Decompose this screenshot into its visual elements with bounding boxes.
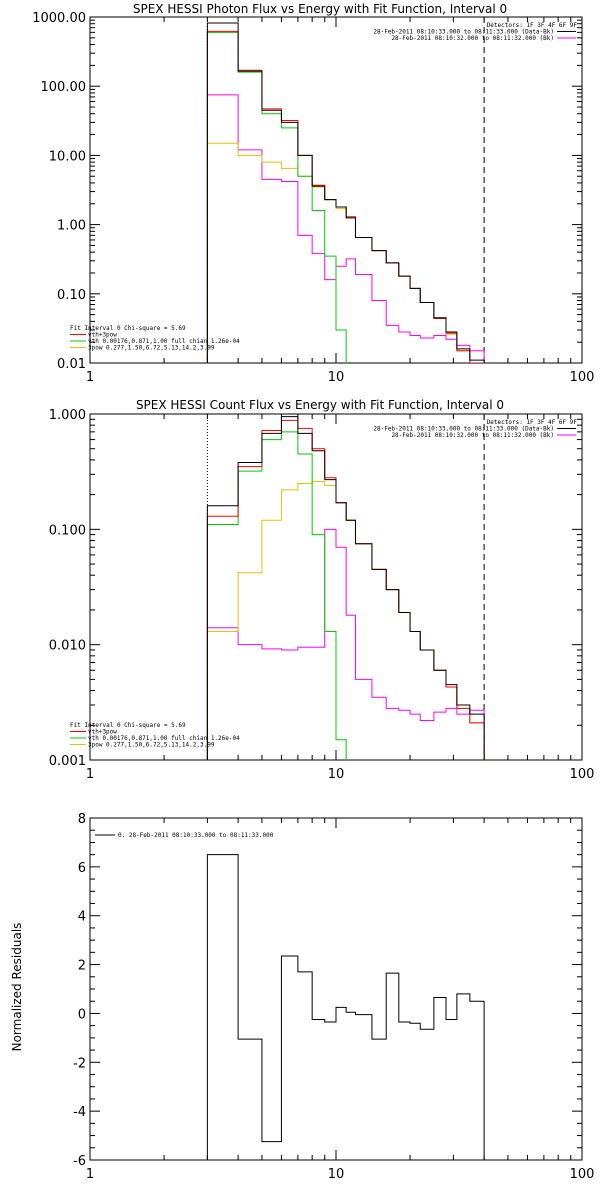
legend-text: Fit Interval 0 Chi-square = 5.69 xyxy=(70,722,186,729)
x-tick-label: 10 xyxy=(328,370,345,385)
y-tick-label: 1.00 xyxy=(57,219,86,234)
count-flux-title: SPEX HESSI Count Flux vs Energy with Fit… xyxy=(136,398,504,412)
y-tick-label: 10.00 xyxy=(49,149,86,164)
legend-text: 3pow 0.277,1.50,6.72,5.13,14.2,3.99 xyxy=(88,345,215,352)
residuals-panel: Normalized Residuals 1 10 100 -6 -4 -2 0 2 4 6 8 0.… xyxy=(10,812,594,1182)
y-tick-label: 1000.00 xyxy=(32,11,86,26)
x-tick-label: 100 xyxy=(570,1167,595,1182)
y-tick-label: 0 xyxy=(78,1007,86,1022)
x-tick-label: 100 xyxy=(570,370,595,385)
x-tick-label: 1 xyxy=(86,767,94,782)
x-tick-label: 10 xyxy=(328,1167,345,1182)
photon-flux-panel: SPEX HESSI Photon Flux vs Energy with Fi… xyxy=(32,2,595,385)
series-vth-line xyxy=(206,31,347,363)
y-tick-label: 1.000 xyxy=(49,408,86,423)
legend-text: Fit Interval 0 Chi-square = 5.69 xyxy=(70,325,186,332)
legend-text: Detectors: 1F 3F 4F 6F 9F xyxy=(487,22,578,29)
y-tick-label: 0.100 xyxy=(49,523,86,538)
y-tick-label: 8 xyxy=(78,812,86,827)
y-tick-label: -2 xyxy=(73,1056,86,1071)
series-bg-line xyxy=(206,528,485,760)
photon-flux-title: SPEX HESSI Photon Flux vs Energy with Fi… xyxy=(133,2,507,16)
y-tick-label: 0.01 xyxy=(57,357,86,372)
legend-text: 28-Feb-2011 08:10:32.000 to 08:11:32.000… xyxy=(391,35,554,42)
x-tick-label: 10 xyxy=(328,767,345,782)
series-total-line xyxy=(206,416,485,760)
plot-frame xyxy=(89,817,583,1161)
legend-text: vth+3pow xyxy=(88,332,117,339)
residuals-ylabel: Normalized Residuals xyxy=(10,923,24,1052)
y-tick-label: 0.010 xyxy=(49,639,86,654)
legend-text: 3pow 0.277,1.50,6.72,5.13,14.2,3.99 xyxy=(88,742,215,749)
y-tick-label: -4 xyxy=(73,1105,86,1120)
count-flux-panel: SPEX HESSI Count Flux vs Energy with Fit… xyxy=(49,398,595,782)
series-3pow-line xyxy=(206,480,485,760)
count-flux-plot: 1 10 100 0.001 0.010 0.100 1.000 Detectors: 1F … xyxy=(49,408,595,782)
legend-text: Detectors: 1F 3F 4F 6F 9F xyxy=(487,419,578,426)
legend-text: vth 0.00176,0.871,1.00 full chian 1.26e-… xyxy=(88,735,240,742)
y-tick-label: 0.001 xyxy=(49,754,86,769)
series-bg-line xyxy=(206,94,485,363)
series-total-line xyxy=(206,854,485,1160)
legend-text: vth+3pow xyxy=(88,729,117,736)
x-tick-label: 1 xyxy=(86,370,94,385)
series-total-line xyxy=(206,22,485,363)
legend-text: vth 0.00176,0.871,1.00 full chian 1.26e-… xyxy=(88,338,240,345)
series-vth-line xyxy=(206,431,347,760)
legend-text: 0. 28-Feb-2011 08:10:33.000 to 08:11:33.… xyxy=(118,832,274,839)
y-tick-label: 100.00 xyxy=(41,80,87,95)
residuals-plot: 1 10 100 -6 -4 -2 0 2 4 6 8 0. 28-Feb-2011 08:10:33… xyxy=(73,812,594,1182)
y-tick-label: 4 xyxy=(78,910,86,925)
legend-text: 28-Feb-2011 08:10:33.000 to 08:11:33.000… xyxy=(373,426,554,433)
x-tick-label: 1 xyxy=(86,1167,94,1182)
photon-flux-plot: 1 10 100 0.01 0.10 1.00 10.00 100.00 1000.00 Dete… xyxy=(32,11,595,385)
y-tick-label: 2 xyxy=(78,959,86,974)
legend-text: 28-Feb-2011 08:10:33.000 to 08:11:33.000… xyxy=(373,29,554,36)
series-sum-line xyxy=(206,30,485,363)
y-tick-label: 0.10 xyxy=(57,288,86,303)
y-tick-label: -6 xyxy=(73,1154,86,1169)
legend-text: 28-Feb-2011 08:10:32.000 to 08:11:32.000… xyxy=(391,432,554,439)
y-tick-label: 6 xyxy=(78,861,86,876)
x-tick-label: 100 xyxy=(570,767,595,782)
